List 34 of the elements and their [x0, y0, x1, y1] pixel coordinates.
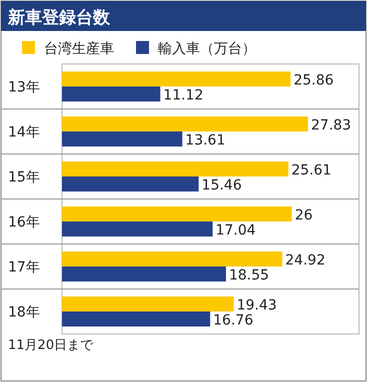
bar [62, 86, 160, 102]
data-label: 27.83 [311, 118, 352, 134]
bar [62, 252, 282, 266]
bar [62, 176, 199, 192]
bar [62, 132, 182, 146]
data-label: 24.92 [285, 252, 326, 268]
data-label: 18.55 [228, 268, 270, 284]
bar [62, 72, 291, 86]
bar [62, 312, 210, 326]
y-tick-label: 14年 [8, 124, 40, 140]
data-label: 11.12 [163, 88, 204, 104]
y-tick-label: 17年 [8, 260, 40, 276]
text: 11月20日まで [8, 338, 94, 353]
data-label: 15.46 [202, 178, 242, 194]
data-label: 16.76 [213, 312, 254, 328]
data-label: 13.61 [185, 132, 226, 148]
bar [62, 296, 234, 312]
bar [62, 206, 292, 222]
data-label: 25.86 [294, 72, 334, 88]
y-tick-label: 16年 [8, 214, 40, 230]
legend-label: 輸入車（万台） [158, 41, 256, 57]
y-tick-label: 15年 [8, 170, 40, 186]
y-tick-label: 18年 [8, 304, 40, 320]
data-label: 26 [294, 208, 313, 224]
bar [62, 162, 288, 176]
bar [62, 266, 226, 282]
y-tick-label: 13年 [8, 80, 40, 96]
bar [62, 222, 213, 236]
data-label: 19.43 [236, 298, 277, 314]
data-label: 25.61 [291, 162, 332, 178]
bar [62, 116, 308, 132]
legend-label: 台湾生産車 [44, 41, 114, 57]
data-label: 17.04 [216, 222, 256, 238]
chart-title: 新車登録台数 [7, 8, 111, 28]
